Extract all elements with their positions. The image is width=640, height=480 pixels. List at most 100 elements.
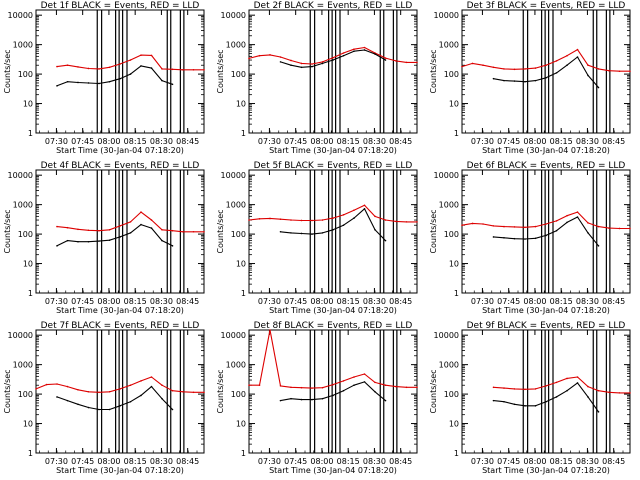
x-axis-label: Start Time (30-Jan-04 07:18:20): [482, 306, 610, 315]
y-tick-label: 10: [23, 420, 33, 429]
series-point: [597, 86, 600, 89]
series-point: [279, 218, 282, 221]
y-tick-label: 1000: [13, 41, 33, 50]
series-line-events: [56, 386, 173, 411]
series-point: [98, 82, 100, 85]
series-point: [534, 388, 537, 390]
series-point: [555, 72, 558, 74]
series-point: [311, 233, 313, 235]
series-point: [342, 380, 345, 382]
series-point: [342, 389, 345, 392]
series-point: [524, 238, 526, 240]
series-point: [129, 59, 132, 61]
series-point: [87, 67, 90, 70]
series-point: [332, 59, 334, 61]
series-point: [513, 388, 516, 390]
series-point: [461, 65, 463, 68]
series-point: [534, 405, 537, 407]
x-tick-label: 08:00: [523, 137, 546, 146]
series-point: [608, 391, 610, 394]
x-axis-label: Start Time (30-Jan-04 07:18:20): [56, 466, 184, 475]
x-tick-label: 07:45: [71, 457, 94, 466]
series-point: [140, 223, 142, 226]
series-point: [576, 56, 579, 58]
series-point: [405, 61, 408, 64]
x-tick-label: 08:30: [576, 137, 599, 146]
x-tick-label: 08:15: [337, 137, 360, 146]
x-tick-label: 07:30: [45, 137, 68, 146]
x-tick-label: 08:15: [337, 297, 360, 306]
series-point: [300, 62, 303, 65]
series-line-lld: [249, 329, 417, 389]
series-line-lld: [56, 54, 204, 71]
x-axis-label: Start Time (30-Jan-04 07:18:20): [269, 466, 397, 475]
series-point: [171, 408, 174, 411]
y-tick-label: 1: [28, 289, 33, 298]
series-point: [258, 384, 261, 387]
x-tick-label: 08:45: [176, 137, 199, 146]
y-tick-label: 1000: [226, 361, 246, 370]
series-point: [269, 217, 271, 220]
series-point: [300, 219, 303, 222]
series-point: [555, 229, 558, 232]
series-point: [56, 245, 58, 247]
y-axis-label: Counts/sec: [3, 209, 12, 253]
series-point: [171, 68, 174, 71]
series-point: [56, 396, 58, 398]
x-tick-label: 07:30: [258, 457, 281, 466]
series-point: [66, 385, 69, 388]
y-tick-label: 100: [231, 230, 246, 239]
plot-frame: [35, 9, 205, 134]
series-point: [384, 57, 387, 59]
series-point: [108, 80, 111, 83]
series-point: [66, 80, 69, 83]
x-tick-label: 08:45: [389, 297, 412, 306]
series-point: [503, 68, 505, 70]
series-point: [566, 64, 568, 67]
series-point: [587, 232, 589, 234]
series-point: [161, 79, 163, 82]
series-point: [150, 376, 153, 378]
x-tick-label: 08:00: [310, 137, 333, 146]
chart-title: Det 3f BLACK = Events, RED = LLD: [467, 1, 626, 11]
series-point: [192, 68, 195, 71]
series-line-lld: [248, 46, 417, 65]
series-point: [492, 236, 495, 238]
series-point: [374, 215, 376, 218]
series-point: [321, 219, 324, 221]
series-point: [395, 220, 397, 223]
series-point: [342, 52, 345, 54]
series-point: [140, 380, 142, 382]
series-point: [492, 225, 495, 227]
series-point: [129, 384, 132, 387]
series-point: [597, 245, 600, 247]
series-point: [374, 390, 376, 393]
y-tick-label: 1: [28, 129, 33, 138]
series-point: [405, 221, 408, 223]
series-point: [587, 222, 589, 224]
series-point: [98, 68, 100, 70]
series-point: [555, 220, 558, 222]
x-tick-label: 08:30: [150, 137, 173, 146]
series-point: [66, 399, 69, 402]
series-point: [503, 225, 505, 228]
series-point: [35, 388, 37, 390]
x-tick-label: 08:15: [550, 137, 573, 146]
series-point: [56, 225, 58, 228]
series-point: [545, 223, 547, 225]
series-point: [353, 48, 355, 51]
x-tick-label: 08:30: [576, 297, 599, 306]
x-tick-label: 07:30: [258, 297, 281, 306]
plot-frame: [35, 329, 205, 454]
x-tick-label: 08:45: [389, 137, 412, 146]
y-tick-label: 10000: [8, 331, 33, 340]
x-axis-label: Start Time (30-Jan-04 07:18:20): [269, 146, 397, 155]
x-tick-label: 07:30: [471, 137, 494, 146]
y-tick-label: 1: [454, 129, 459, 138]
x-axis-label: Start Time (30-Jan-04 07:18:20): [56, 306, 184, 315]
series-point: [576, 216, 579, 218]
series-point: [555, 396, 558, 398]
series-point: [384, 59, 387, 61]
x-tick-label: 08:30: [363, 457, 386, 466]
